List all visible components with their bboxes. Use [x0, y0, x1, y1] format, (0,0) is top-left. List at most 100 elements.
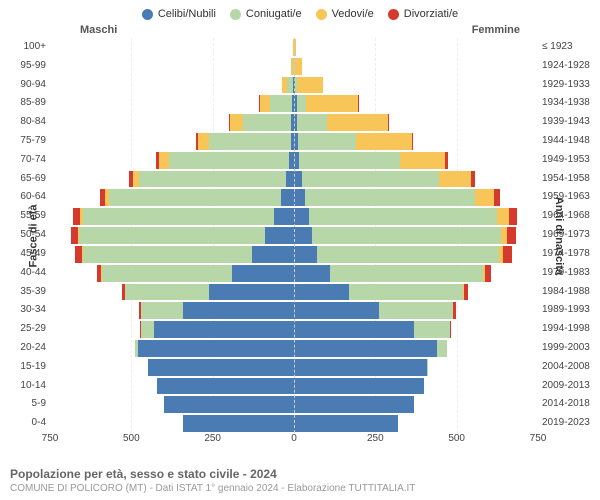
footer-subtitle: COMUNE DI POLICORO (MT) - Dati ISTAT 1° … [10, 483, 590, 494]
female-half [294, 302, 538, 319]
footer-title: Popolazione per età, sesso e stato civil… [10, 467, 590, 481]
female-half [294, 396, 538, 413]
female-half [294, 208, 538, 225]
seg-widowed [356, 133, 411, 150]
seg-widowed [475, 189, 495, 206]
seg-single [274, 208, 294, 225]
seg-single [164, 396, 294, 413]
seg-married [305, 189, 474, 206]
male-half [50, 396, 294, 413]
chart-footer: Popolazione per età, sesso e stato civil… [10, 467, 590, 494]
male-half [50, 340, 294, 357]
seg-divorced [71, 227, 78, 244]
male-half [50, 415, 294, 432]
seg-single [232, 265, 294, 282]
y-axis-birth: ≤ 19231924-19281929-19331934-19381939-19… [538, 38, 600, 433]
y-axis-age: 100+95-9990-9485-8980-8475-7970-7465-696… [0, 38, 50, 433]
seg-widowed [260, 95, 270, 112]
seg-married [209, 133, 290, 150]
female-half [294, 95, 538, 112]
seg-widowed [327, 114, 389, 131]
seg-married [299, 152, 400, 169]
female-half [294, 359, 538, 376]
y-tick-birth: 1974-1978 [542, 245, 590, 264]
female-half [294, 378, 538, 395]
seg-married [302, 171, 439, 188]
male-half [50, 171, 294, 188]
y-tick-birth: 1969-1973 [542, 226, 590, 245]
legend-label: Coniugati/e [246, 8, 302, 20]
seg-married [317, 246, 499, 263]
seg-married [141, 321, 154, 338]
population-pyramid-chart: Celibi/NubiliConiugati/eVedovi/eDivorzia… [0, 0, 600, 500]
y-tick-age: 75-79 [20, 132, 46, 151]
seg-widowed [159, 152, 169, 169]
y-tick-age: 5-9 [32, 395, 46, 414]
seg-single [294, 246, 317, 263]
y-tick-age: 95-99 [20, 57, 46, 76]
female-half [294, 265, 538, 282]
y-tick-birth: 2014-2018 [542, 395, 590, 414]
seg-single [294, 265, 330, 282]
y-tick-age: 35-39 [20, 283, 46, 302]
male-half [50, 77, 294, 94]
seg-widowed [297, 77, 323, 94]
seg-single [154, 321, 294, 338]
seg-single [265, 227, 294, 244]
seg-single [157, 378, 294, 395]
female-half [294, 189, 538, 206]
seg-divorced [445, 152, 448, 169]
seg-single [294, 359, 427, 376]
seg-widowed [400, 152, 446, 169]
male-half [50, 359, 294, 376]
seg-divorced [388, 114, 389, 131]
y-tick-age: 25-29 [20, 320, 46, 339]
plot-area: Fasce di età Anni di nascita 100+95-9990… [0, 38, 600, 433]
female-half [294, 58, 538, 75]
female-half [294, 340, 538, 357]
seg-married [414, 321, 450, 338]
seg-divorced [509, 208, 517, 225]
seg-married [297, 95, 307, 112]
seg-single [294, 189, 305, 206]
y-tick-age: 80-84 [20, 113, 46, 132]
seg-single [294, 227, 312, 244]
legend-item: Coniugati/e [230, 8, 302, 20]
female-half [294, 415, 538, 432]
female-half [294, 171, 538, 188]
y-tick-birth: 1924-1928 [542, 57, 590, 76]
seg-widowed [230, 114, 243, 131]
seg-widowed [306, 95, 358, 112]
y-tick-age: 45-49 [20, 245, 46, 264]
seg-single [209, 284, 294, 301]
seg-married [243, 114, 292, 131]
seg-married [169, 152, 289, 169]
y-tick-age: 55-59 [20, 207, 46, 226]
male-half [50, 246, 294, 263]
seg-married [309, 208, 498, 225]
y-tick-birth: 2019-2023 [542, 414, 590, 433]
seg-married [125, 284, 210, 301]
male-half [50, 189, 294, 206]
male-half [50, 133, 294, 150]
y-tick-age: 10-14 [20, 377, 46, 396]
x-tick: 750 [530, 433, 547, 444]
y-tick-birth: 1964-1968 [542, 207, 590, 226]
gender-headers: Maschi Femmine [0, 24, 600, 38]
legend-swatch [142, 9, 153, 20]
seg-divorced [485, 265, 492, 282]
y-tick-birth: 1929-1933 [542, 76, 590, 95]
seg-single [183, 415, 294, 432]
seg-single [294, 321, 414, 338]
female-half [294, 246, 538, 263]
seg-married [298, 133, 357, 150]
seg-widowed [497, 208, 508, 225]
legend-item: Divorziati/e [388, 8, 458, 20]
seg-married [270, 95, 293, 112]
y-tick-age: 90-94 [20, 76, 46, 95]
center-line [294, 38, 295, 433]
seg-married [297, 114, 326, 131]
y-tick-age: 85-89 [20, 94, 46, 113]
y-tick-birth: 1949-1953 [542, 151, 590, 170]
x-tick: 750 [42, 433, 59, 444]
